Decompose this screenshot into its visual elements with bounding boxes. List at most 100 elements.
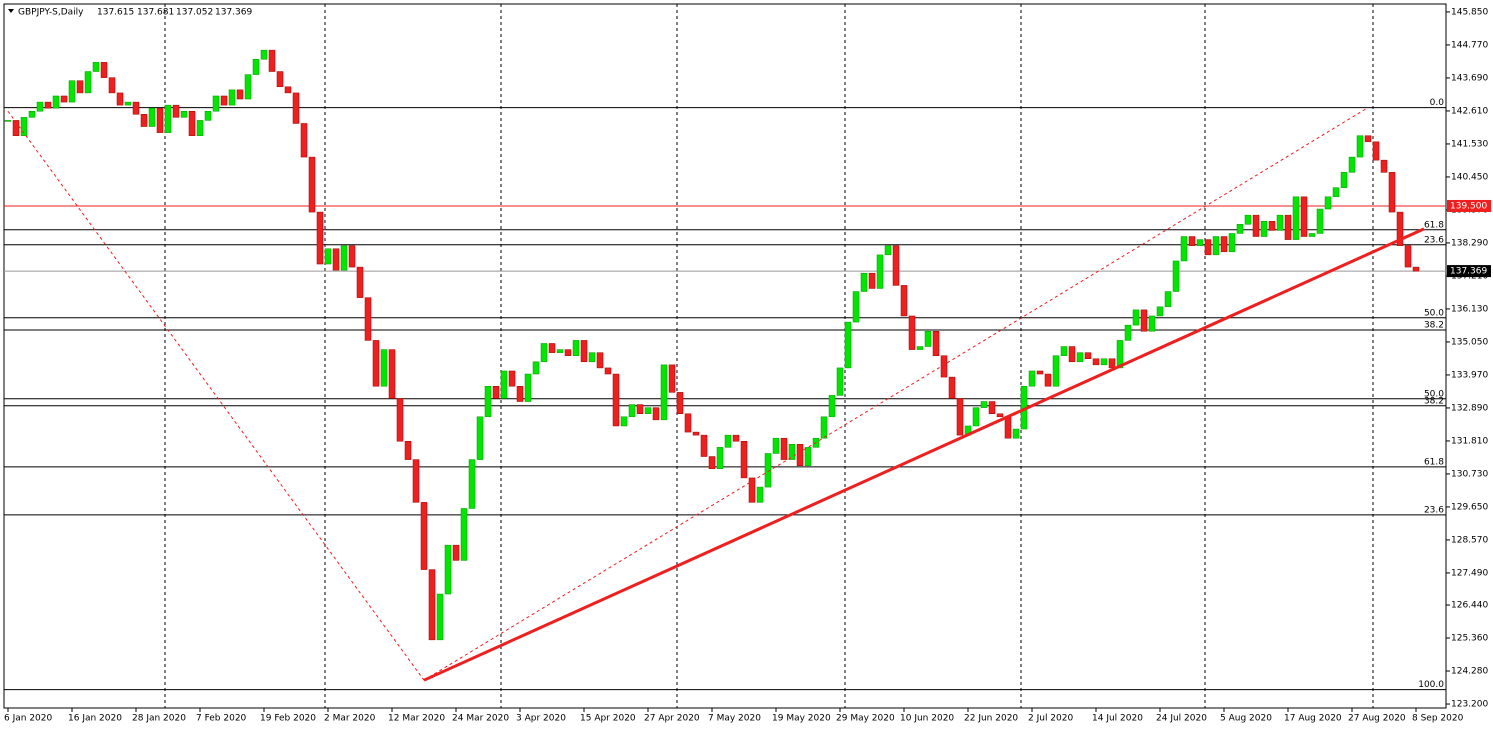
- candle: [292, 92, 300, 124]
- ohlc-low: 137.052: [176, 8, 213, 18]
- candle: [1036, 370, 1044, 375]
- candle: [556, 349, 564, 353]
- x-tick-label: 7 May 2020: [708, 714, 761, 724]
- candle: [1356, 135, 1364, 158]
- candle: [860, 272, 868, 292]
- y-tick-label: 130.730: [1451, 469, 1488, 479]
- candle: [748, 477, 756, 503]
- candle: [780, 437, 788, 460]
- candle: [28, 111, 36, 118]
- candle: [332, 248, 340, 271]
- candle: [388, 349, 396, 399]
- candle: [1212, 236, 1220, 256]
- candle: [492, 386, 500, 399]
- candle: [1172, 260, 1180, 292]
- y-tick-label: 128.570: [1451, 535, 1488, 545]
- price-box-label: 139.500: [1450, 201, 1487, 211]
- candle: [900, 285, 908, 317]
- candle: [1372, 141, 1380, 161]
- candle: [60, 95, 68, 103]
- x-tick-label: 10 Jun 2020: [900, 714, 954, 724]
- ohlc-close: 137.369: [215, 8, 252, 18]
- y-tick-label: 136.130: [1451, 304, 1488, 314]
- candle: [412, 459, 420, 503]
- candle: [716, 447, 724, 470]
- candle: [892, 245, 900, 286]
- candle: [1220, 236, 1228, 253]
- candle: [588, 352, 596, 363]
- candle: [1140, 309, 1148, 332]
- candle: [1244, 214, 1252, 225]
- x-tick-label: 24 Jul 2020: [1156, 714, 1207, 724]
- y-tick-label: 124.280: [1451, 667, 1488, 677]
- candle: [1124, 324, 1132, 341]
- candle: [1388, 172, 1396, 213]
- candle: [612, 373, 620, 427]
- candle: [68, 80, 76, 103]
- candle: [948, 376, 956, 399]
- x-tick-label: 29 May 2020: [836, 714, 895, 724]
- symbol: GBPJPY-S,Daily: [18, 8, 84, 18]
- x-tick-label: 17 Aug 2020: [1284, 714, 1342, 724]
- candle: [580, 340, 588, 363]
- candle: [724, 434, 732, 448]
- candle: [692, 431, 700, 436]
- candle: [1348, 156, 1356, 173]
- y-tick-label: 143.690: [1451, 73, 1488, 83]
- candle: [236, 89, 244, 100]
- candle: [1252, 214, 1260, 237]
- candle: [956, 398, 964, 436]
- x-tick-label: 5 Aug 2020: [1220, 714, 1272, 724]
- candle: [1340, 172, 1348, 188]
- candle: [404, 441, 412, 460]
- x-tick-label: 16 Jan 2020: [68, 714, 122, 724]
- candle: [980, 401, 988, 408]
- candle: [468, 459, 476, 509]
- candle: [660, 364, 668, 421]
- candle: [1188, 236, 1196, 246]
- y-tick-label: 140.450: [1451, 172, 1488, 182]
- candle: [940, 355, 948, 378]
- candle: [84, 71, 92, 94]
- candle: [1308, 233, 1316, 237]
- candle: [100, 62, 108, 78]
- candle: [796, 444, 804, 466]
- candle: [1084, 352, 1092, 359]
- candle: [684, 413, 692, 433]
- candle: [308, 156, 316, 213]
- candle: [876, 254, 884, 289]
- candle: [1132, 309, 1140, 326]
- candle: [820, 416, 828, 439]
- candle: [1276, 214, 1284, 231]
- x-tick-label: 6 Jan 2020: [4, 714, 52, 724]
- candle: [1060, 346, 1068, 356]
- x-tick-label: 19 May 2020: [772, 714, 831, 724]
- candle: [268, 49, 276, 72]
- candle: [500, 370, 508, 399]
- fib-label: 100.0: [1418, 680, 1444, 690]
- menu-triangle[interactable]: [8, 9, 14, 13]
- ohlc-open: 137.615: [97, 8, 134, 18]
- y-tick-label: 133.970: [1451, 370, 1488, 380]
- candle: [972, 407, 980, 427]
- y-tick-label: 132.890: [1451, 403, 1488, 413]
- candle: [92, 62, 100, 72]
- candle: [828, 395, 836, 418]
- candle: [1148, 315, 1156, 332]
- candle: [1316, 208, 1324, 234]
- candle: [836, 367, 844, 396]
- candle: [116, 92, 124, 106]
- candle: [548, 343, 556, 353]
- candle: [1292, 196, 1300, 240]
- y-tick-label: 129.650: [1451, 502, 1488, 512]
- candle: [804, 447, 812, 466]
- fib-label: 0.0: [1430, 98, 1445, 108]
- candle: [124, 101, 132, 106]
- candle: [868, 272, 876, 289]
- candle: [324, 248, 332, 265]
- candle: [36, 101, 44, 112]
- candle: [348, 245, 356, 268]
- candle: [1156, 306, 1164, 317]
- plot-frame: [3, 3, 1447, 709]
